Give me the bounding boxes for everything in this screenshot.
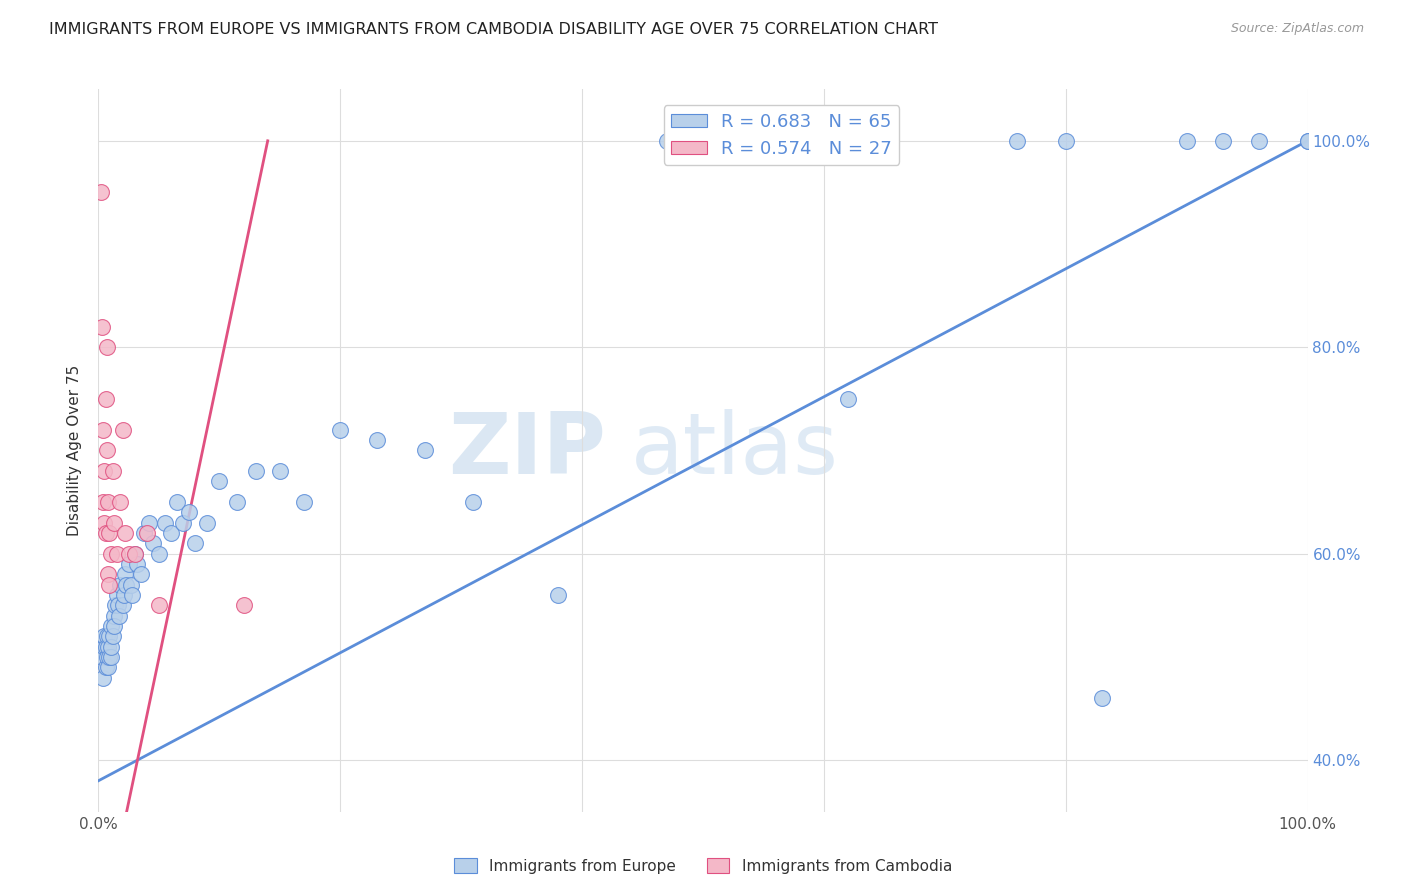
Point xyxy=(148,547,170,561)
Point xyxy=(114,567,136,582)
Legend: R = 0.683   N = 65, R = 0.574   N = 27: R = 0.683 N = 65, R = 0.574 N = 27 xyxy=(664,105,900,165)
Point xyxy=(103,619,125,633)
Point xyxy=(179,505,201,519)
Point xyxy=(114,526,136,541)
Point xyxy=(96,649,118,664)
Point xyxy=(127,557,149,571)
Point xyxy=(1212,134,1234,148)
Point xyxy=(93,464,115,478)
Point xyxy=(245,464,267,478)
Point xyxy=(124,547,146,561)
Point xyxy=(118,557,141,571)
Point xyxy=(329,423,352,437)
Point xyxy=(112,588,135,602)
Point xyxy=(96,443,118,458)
Point xyxy=(292,495,315,509)
Point xyxy=(153,516,176,530)
Point xyxy=(172,516,194,530)
Point xyxy=(232,599,254,613)
Point xyxy=(98,649,121,664)
Point xyxy=(97,660,120,674)
Point xyxy=(115,577,138,591)
Point xyxy=(93,516,115,530)
Point xyxy=(97,567,120,582)
Point xyxy=(100,649,122,664)
Point xyxy=(103,608,125,623)
Point xyxy=(124,547,146,561)
Point xyxy=(135,526,157,541)
Point xyxy=(837,392,859,406)
Point xyxy=(96,629,118,643)
Point xyxy=(1091,691,1114,706)
Point xyxy=(184,536,207,550)
Point xyxy=(208,475,231,489)
Point xyxy=(1054,134,1077,148)
Point xyxy=(138,516,160,530)
Y-axis label: Disability Age Over 75: Disability Age Over 75 xyxy=(67,365,83,536)
Point xyxy=(91,649,114,664)
Point xyxy=(120,577,142,591)
Point xyxy=(91,671,114,685)
Point xyxy=(100,619,122,633)
Point xyxy=(103,516,125,530)
Point xyxy=(195,516,218,530)
Point xyxy=(1296,134,1319,148)
Point xyxy=(108,495,131,509)
Point xyxy=(1007,134,1029,148)
Point xyxy=(740,134,762,148)
Point xyxy=(118,547,141,561)
Point xyxy=(226,495,249,509)
Point xyxy=(101,629,124,643)
Point xyxy=(111,423,134,437)
Point xyxy=(269,464,291,478)
Point xyxy=(91,423,114,437)
Point xyxy=(97,640,120,654)
Point xyxy=(100,547,122,561)
Point xyxy=(91,319,114,334)
Point xyxy=(108,577,131,591)
Point xyxy=(90,186,112,200)
Point xyxy=(655,134,678,148)
Point xyxy=(100,640,122,654)
Point xyxy=(1296,134,1319,148)
Point xyxy=(96,340,118,354)
Point xyxy=(94,526,117,541)
Point xyxy=(366,433,388,447)
Point xyxy=(1175,134,1198,148)
Point xyxy=(134,526,156,541)
Text: ZIP: ZIP xyxy=(449,409,606,492)
Point xyxy=(98,577,121,591)
Point xyxy=(142,536,165,550)
Point xyxy=(129,567,152,582)
Point xyxy=(97,495,120,509)
Point xyxy=(93,629,115,643)
Point xyxy=(104,599,127,613)
Point xyxy=(94,392,117,406)
Point xyxy=(105,588,128,602)
Point xyxy=(91,495,114,509)
Legend: Immigrants from Europe, Immigrants from Cambodia: Immigrants from Europe, Immigrants from … xyxy=(449,852,957,880)
Point xyxy=(166,495,188,509)
Point xyxy=(108,608,131,623)
Point xyxy=(1249,134,1271,148)
Text: IMMIGRANTS FROM EUROPE VS IMMIGRANTS FROM CAMBODIA DISABILITY AGE OVER 75 CORREL: IMMIGRANTS FROM EUROPE VS IMMIGRANTS FRO… xyxy=(49,22,938,37)
Point xyxy=(98,526,121,541)
Point xyxy=(107,599,129,613)
Text: atlas: atlas xyxy=(630,409,838,492)
Point xyxy=(98,629,121,643)
Point xyxy=(94,640,117,654)
Point xyxy=(463,495,485,509)
Point xyxy=(93,640,115,654)
Point xyxy=(148,599,170,613)
Point xyxy=(94,660,117,674)
Text: Source: ZipAtlas.com: Source: ZipAtlas.com xyxy=(1230,22,1364,36)
Point xyxy=(160,526,183,541)
Point xyxy=(111,599,134,613)
Point xyxy=(105,547,128,561)
Point xyxy=(121,588,143,602)
Point xyxy=(547,588,569,602)
Point xyxy=(413,443,436,458)
Point xyxy=(101,464,124,478)
